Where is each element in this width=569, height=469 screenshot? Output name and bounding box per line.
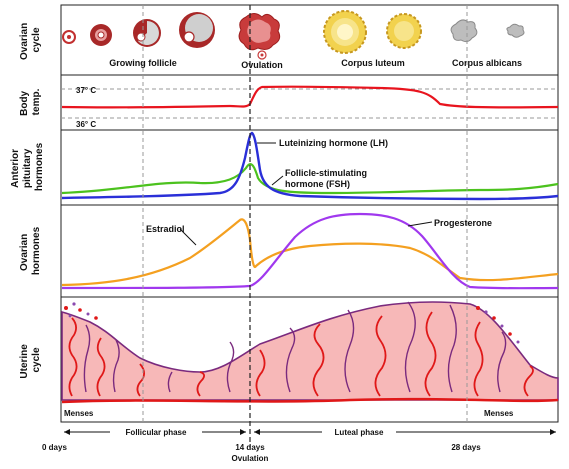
progesterone-leader-line xyxy=(407,221,433,227)
fsh-label: Follicle-stimulating hormone (FSH) xyxy=(285,168,370,189)
corpus-luteum-large-icon xyxy=(323,10,367,54)
body-temp-panel xyxy=(60,74,559,131)
progesterone-curve xyxy=(61,212,559,290)
ovulation-follicle-icon xyxy=(238,13,281,60)
lh-label: Luteinizing hormone (LH) xyxy=(279,138,388,148)
follicle-stage-2-icon xyxy=(90,24,112,46)
corpus-albicans-large-icon xyxy=(450,19,478,43)
corpus-albicans-small-icon xyxy=(506,23,525,38)
luteal-phase-label: Luteal phase xyxy=(335,428,384,437)
temp-36-label: 36° C xyxy=(76,120,96,129)
estradiol-leader-line xyxy=(179,228,197,246)
ovarian-cycle-side-label: Ovarian cycle xyxy=(19,20,42,60)
corpus-luteum-label: Corpus luteum xyxy=(341,58,405,68)
ovarian-hormones-side-label: Ovarian hormones xyxy=(19,226,42,275)
temp-37-label: 37° C xyxy=(76,86,96,95)
uterine-side-label: Uterine cycle xyxy=(19,341,42,378)
follicle-stage-1-icon xyxy=(62,30,76,44)
body-temp-side-label: Body temp. xyxy=(19,88,42,116)
progesterone-label: Progesterone xyxy=(434,218,492,228)
follicular-phase-label: Follicular phase xyxy=(126,428,187,437)
pituitary-side-label: Anterior pituitary hormones xyxy=(10,142,45,191)
follicular-phase-arrow xyxy=(64,425,246,438)
estradiol-curve xyxy=(61,218,559,287)
fsh-curve xyxy=(61,163,559,195)
luteal-phase-arrow xyxy=(254,425,556,438)
estradiol-label: Estradiol xyxy=(146,224,185,234)
uterine-lining xyxy=(61,301,559,404)
corpus-luteum-small-icon xyxy=(386,13,422,49)
menses-left-label: Menses xyxy=(64,409,94,418)
ovulation-axis-label: Ovulation xyxy=(232,454,269,463)
lh-curve xyxy=(61,131,559,201)
fsh-leader-line xyxy=(271,175,284,186)
corpus-albicans-label: Corpus albicans xyxy=(452,58,522,68)
day-0-label: 0 days xyxy=(42,443,67,452)
uterine-panel xyxy=(60,296,559,423)
follicle-stage-4-icon xyxy=(179,12,215,48)
day-14-label: 14 days xyxy=(235,443,265,452)
body-temp-curve xyxy=(61,85,559,109)
ovulation-stage-label: Ovulation xyxy=(241,60,283,70)
menses-right-label: Menses xyxy=(484,409,514,418)
follicle-stage-3-icon xyxy=(133,19,161,47)
day-28-label: 28 days xyxy=(451,443,481,452)
